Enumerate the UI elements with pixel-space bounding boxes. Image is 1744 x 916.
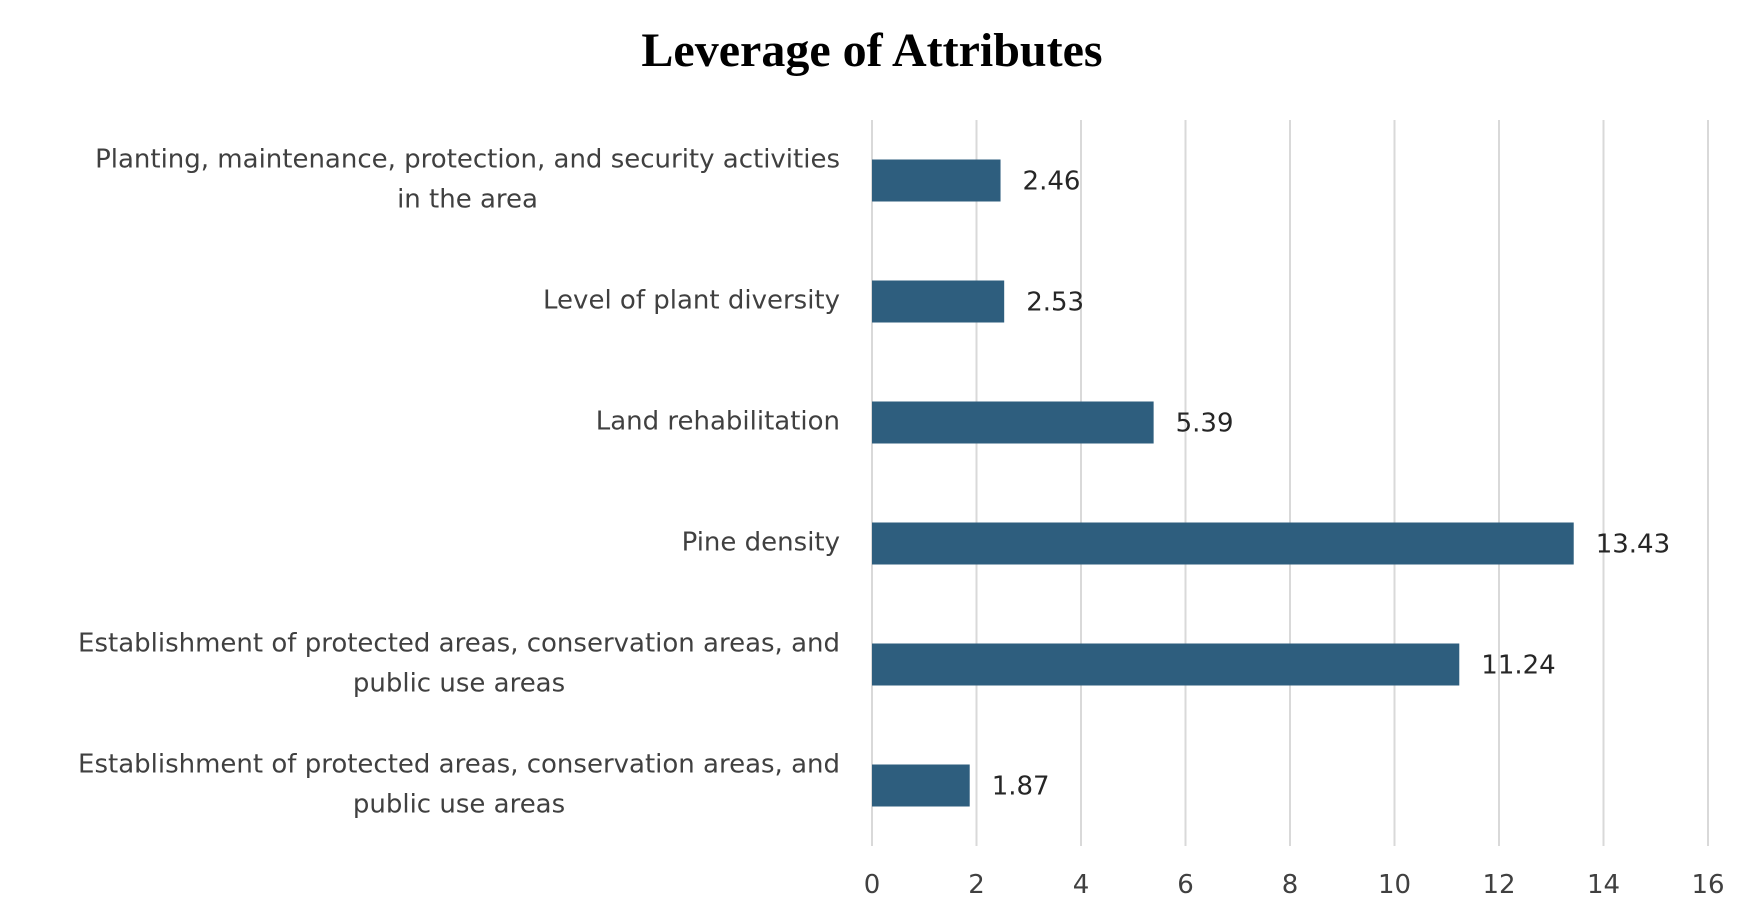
bar	[872, 401, 1154, 444]
category-label-line: Land rehabilitation	[596, 407, 840, 437]
category-label: Pine density	[682, 528, 840, 558]
x-tick-label: 2	[968, 870, 985, 900]
x-tick-label: 10	[1378, 870, 1411, 900]
data-labels: 2.46 2.53 5.39 13.43 11.24 1.87	[992, 167, 1670, 802]
data-label: 5.39	[1176, 409, 1234, 439]
data-label: 11.24	[1481, 651, 1555, 681]
category-label-line: Establishment of protected areas, conser…	[78, 750, 840, 780]
category-label: Level of plant diversity	[543, 286, 840, 316]
x-tick-label: 8	[1282, 870, 1299, 900]
category-labels: Planting, maintenance, protection, and s…	[78, 145, 840, 820]
data-label: 2.46	[1023, 167, 1081, 197]
category-label: Establishment of protected areas, conser…	[78, 750, 840, 820]
gridlines	[871, 120, 1709, 846]
bar	[872, 643, 1460, 686]
category-label-line: public use areas	[353, 790, 565, 820]
category-label-line: Level of plant diversity	[543, 286, 840, 316]
bar	[872, 522, 1574, 565]
data-label: 1.87	[992, 772, 1050, 802]
data-label: 2.53	[1026, 288, 1084, 318]
chart-title: Leverage of Attributes	[641, 24, 1102, 77]
category-label-line: Establishment of protected areas, conser…	[78, 629, 840, 659]
category-label-line: in the area	[397, 185, 538, 215]
x-tick-label: 0	[864, 870, 881, 900]
category-label-line: public use areas	[353, 669, 565, 699]
bar	[872, 159, 1001, 202]
category-label: Land rehabilitation	[596, 407, 840, 437]
category-label: Establishment of protected areas, conser…	[78, 629, 840, 699]
x-tick-label: 16	[1691, 870, 1724, 900]
x-tick-label: 6	[1177, 870, 1194, 900]
data-label: 13.43	[1596, 530, 1670, 560]
bars	[872, 159, 1574, 807]
bar	[872, 280, 1005, 323]
x-tick-label: 4	[1073, 870, 1090, 900]
bar	[872, 764, 970, 807]
category-label-line: Pine density	[682, 528, 840, 558]
x-axis-ticks: 0 2 4 6 8 10 12 14 16	[864, 870, 1725, 900]
category-label: Planting, maintenance, protection, and s…	[95, 145, 840, 215]
x-tick-label: 14	[1587, 870, 1620, 900]
category-label-line: Planting, maintenance, protection, and s…	[95, 145, 840, 175]
x-tick-label: 12	[1482, 870, 1515, 900]
